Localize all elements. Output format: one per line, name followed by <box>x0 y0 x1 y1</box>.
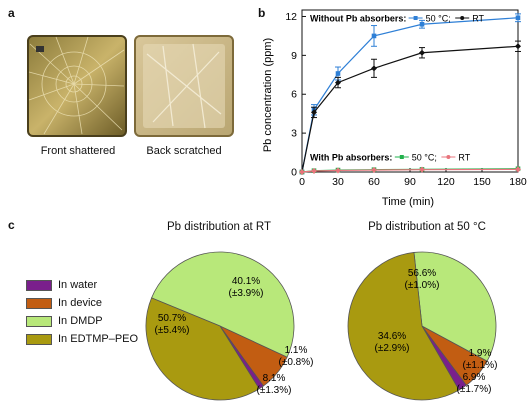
data-point <box>311 167 317 174</box>
legend-entry: 50 °C; <box>412 153 437 163</box>
legend-item-water: In water <box>26 278 97 292</box>
y-tick-label: 3 <box>291 128 297 140</box>
data-point <box>371 167 377 174</box>
legend-entry: RT <box>458 153 470 163</box>
y-axis-label: Pb concentration (ppm) <box>262 38 274 152</box>
water-swatch <box>26 279 52 291</box>
y-tick-label: 9 <box>291 50 297 62</box>
data-point <box>515 166 521 173</box>
panel-label-b: b <box>258 6 266 20</box>
legend-entry: 50 °C; <box>426 14 451 24</box>
pie-label-line: (±1.0%) <box>405 280 440 291</box>
x-tick-label: 120 <box>437 176 455 188</box>
pie-label-line: (±1.1%) <box>463 360 498 371</box>
pie-chart-50c: 1.9% (±1.1%)6.9% (±1.7%)34.6% (±2.9%)56.6%(… <box>347 251 498 401</box>
legend-item-device: In device <box>26 296 102 310</box>
legend-item-edtmp-peo: In EDTMP–PEO <box>26 332 138 346</box>
pie-slice-3 <box>145 297 260 401</box>
data-point <box>335 79 341 86</box>
panel-label-c: c <box>8 218 15 232</box>
legend-marker <box>413 16 418 20</box>
pie-label: 50.7% (±5.4%) <box>155 313 190 336</box>
y-tick-label: 0 <box>291 167 297 179</box>
pie-chart-rt: 1.1% (±0.8%)8.1% (±1.3%)50.7% (±5.4%)40.1%(… <box>145 251 314 401</box>
legend-label: In EDTMP–PEO <box>58 333 139 345</box>
x-tick-label: 60 <box>368 176 380 188</box>
pie-slice-2 <box>413 251 497 362</box>
data-point <box>419 166 425 173</box>
legend-with-absorbers: With Pb absorbers: 50 °C; RT <box>310 153 471 163</box>
pie-label-line: 8.1% <box>263 373 286 384</box>
front-shattered-caption: Front shattered <box>40 145 116 157</box>
pie-slice-3 <box>347 251 460 401</box>
pie-slice-2 <box>151 251 295 358</box>
pie-label: 8.1% (±1.3%) <box>257 373 292 396</box>
data-point <box>371 33 377 39</box>
x-tick-label: 90 <box>404 176 416 188</box>
y-tick-label: 6 <box>291 89 297 101</box>
front-shattered-photo <box>27 35 127 137</box>
data-point <box>515 15 521 21</box>
pie-label-line: (±1.3%) <box>257 385 292 396</box>
pie-label-line: 56.6% <box>408 268 436 279</box>
pie-label: 56.6% (±1.0%) <box>405 268 440 291</box>
edtmp-peo-swatch <box>26 333 52 345</box>
device-swatch <box>26 297 52 309</box>
data-point <box>419 49 425 56</box>
back-scratched-caption: Back scratched <box>146 145 222 157</box>
pie-50c-title: Pb distribution at 50 °C <box>368 221 486 233</box>
plot-frame <box>301 9 519 173</box>
pie-label: 40.1% (±3.9%) <box>229 276 264 299</box>
pb-concentration-line-chart: 0 30 60 90 120 150 180 0 3 6 9 12 Time (min) Pb con… <box>262 9 527 208</box>
pie-label-line: (±2.9%) <box>375 343 410 354</box>
x-tick-label: 180 <box>509 176 527 188</box>
pie-label-line: (±5.4%) <box>155 325 190 336</box>
legend-label: In water <box>58 279 98 291</box>
legend-marker <box>446 155 451 159</box>
data-point <box>515 43 521 50</box>
legend-marker <box>460 16 465 20</box>
legend-group-title: With Pb absorbers: <box>310 153 392 163</box>
pie-label-line: 6.9% <box>463 372 486 383</box>
data-point <box>335 167 341 174</box>
pie-rt-title: Pb distribution at RT <box>167 221 271 233</box>
legend-label: In DMDP <box>58 315 103 327</box>
data-point <box>299 169 305 175</box>
x-tick-label: 0 <box>299 176 305 188</box>
data-point <box>371 65 377 72</box>
pie-label-line: (±3.9%) <box>229 288 264 299</box>
legend-group-title: Without Pb absorbers: <box>310 14 406 24</box>
legend-marker <box>399 155 404 159</box>
data-point <box>311 109 317 116</box>
legend-without-absorbers: Without Pb absorbers: 50 °C; RT <box>310 14 485 24</box>
back-scratched-photo <box>134 35 234 137</box>
x-tick-label: 150 <box>473 176 491 188</box>
pie-label-line: (±1.7%) <box>457 384 492 395</box>
legend-entry: RT <box>472 14 484 24</box>
y-tick-label: 12 <box>285 11 297 23</box>
pie-label-line: 1.9% <box>469 348 492 359</box>
pie-label-line: 50.7% <box>158 313 186 324</box>
pie-label-line: 40.1% <box>232 276 260 287</box>
series-line-without-0 <box>301 17 519 173</box>
pie-label-line: 34.6% <box>378 331 406 342</box>
pie-label: 1.9% (±1.1%) <box>463 348 498 371</box>
data-point <box>419 21 425 27</box>
pie-legend: In water In device In DMDP In EDTMP–PEO <box>26 278 156 348</box>
pie-label-line: (±0.8%) <box>279 357 314 368</box>
pie-label: 1.1% (±0.8%) <box>279 345 314 368</box>
pie-label-line: 1.1% <box>285 345 308 356</box>
data-point <box>335 71 341 76</box>
series-line-without-1 <box>301 45 519 173</box>
legend-label: In device <box>58 297 103 309</box>
panel-label-a: a <box>8 6 15 20</box>
x-axis-label: Time (min) <box>382 196 434 208</box>
pie-label: 34.6% (±2.9%) <box>375 331 410 354</box>
dmdp-swatch <box>26 315 52 327</box>
legend-item-dmdp: In DMDP <box>26 314 103 328</box>
pie-label: 6.9% (±1.7%) <box>457 372 492 395</box>
x-tick-label: 30 <box>332 176 344 188</box>
